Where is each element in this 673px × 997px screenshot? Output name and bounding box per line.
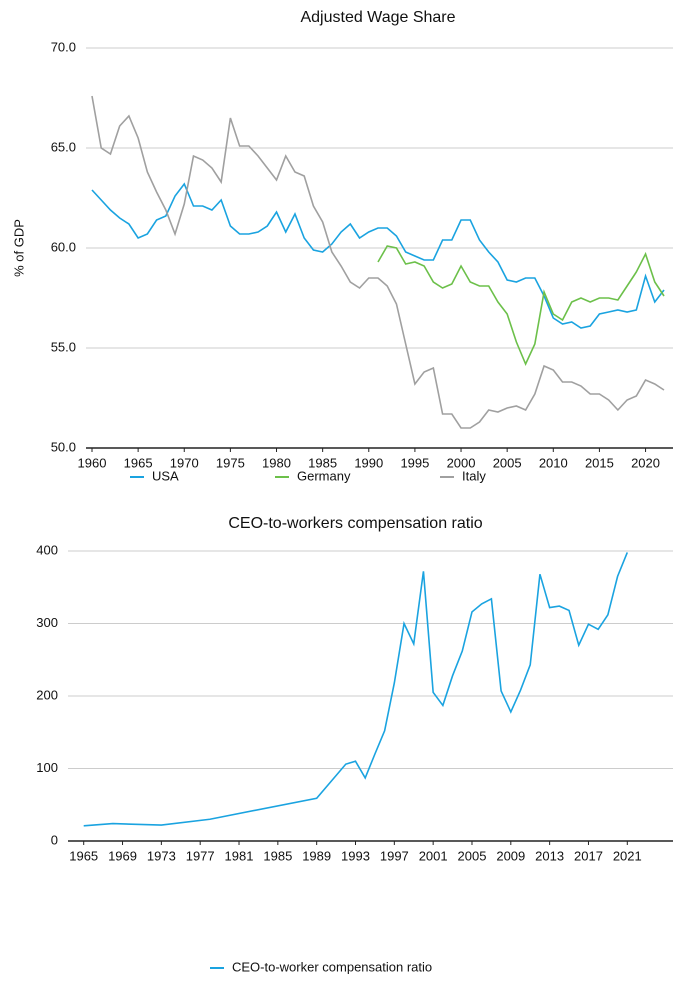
x-tick-label: 1969: [108, 848, 137, 863]
chart-title: CEO-to-workers compensation ratio: [228, 515, 482, 532]
y-tick-label: 100: [36, 760, 58, 775]
y-tick-label: 50.0: [51, 439, 76, 454]
x-tick-label: 1977: [186, 848, 215, 863]
x-tick-label: 2005: [458, 848, 487, 863]
y-tick-label: 55.0: [51, 339, 76, 354]
legend-label: CEO-to-worker compensation ratio: [232, 959, 432, 974]
y-tick-label: 200: [36, 687, 58, 702]
x-tick-label: 1993: [341, 848, 370, 863]
y-tick-label: 65.0: [51, 139, 76, 154]
x-tick-label: 1965: [124, 455, 153, 470]
series-line: [83, 552, 629, 827]
legend-label: Germany: [297, 468, 351, 483]
x-tick-label: 2015: [585, 455, 614, 470]
x-tick-label: 1965: [69, 848, 98, 863]
x-tick-label: 1981: [225, 848, 254, 863]
x-tick-label: 1985: [308, 455, 337, 470]
series-line: [91, 182, 665, 329]
x-tick-label: 2013: [535, 848, 564, 863]
x-tick-label: 2020: [631, 455, 660, 470]
legend-label: USA: [152, 468, 179, 483]
x-tick-label: 2000: [447, 455, 476, 470]
x-tick-label: 1997: [380, 848, 409, 863]
x-tick-label: 2021: [613, 848, 642, 863]
x-tick-label: 1995: [400, 455, 429, 470]
x-tick-label: 1975: [216, 455, 245, 470]
y-tick-label: 400: [36, 542, 58, 557]
series-line: [91, 95, 665, 429]
y-tick-label: 60.0: [51, 239, 76, 254]
x-tick-label: 1989: [302, 848, 331, 863]
y-axis-label: % of GDP: [11, 219, 26, 277]
y-tick-label: 300: [36, 615, 58, 630]
x-tick-label: 2005: [493, 455, 522, 470]
x-tick-label: 2001: [419, 848, 448, 863]
x-tick-label: 1985: [263, 848, 292, 863]
chart-title: Adjusted Wage Share: [300, 9, 455, 26]
x-tick-label: 1980: [262, 455, 291, 470]
x-tick-label: 1970: [170, 455, 199, 470]
x-tick-label: 1960: [78, 455, 107, 470]
x-tick-label: 2017: [574, 848, 603, 863]
y-tick-label: 0: [51, 832, 58, 847]
x-tick-label: 1973: [147, 848, 176, 863]
y-tick-label: 70.0: [51, 39, 76, 54]
series-line: [377, 245, 665, 366]
x-tick-label: 2010: [539, 455, 568, 470]
x-tick-label: 1990: [354, 455, 383, 470]
legend-label: Italy: [462, 468, 486, 483]
x-tick-label: 2009: [496, 848, 525, 863]
